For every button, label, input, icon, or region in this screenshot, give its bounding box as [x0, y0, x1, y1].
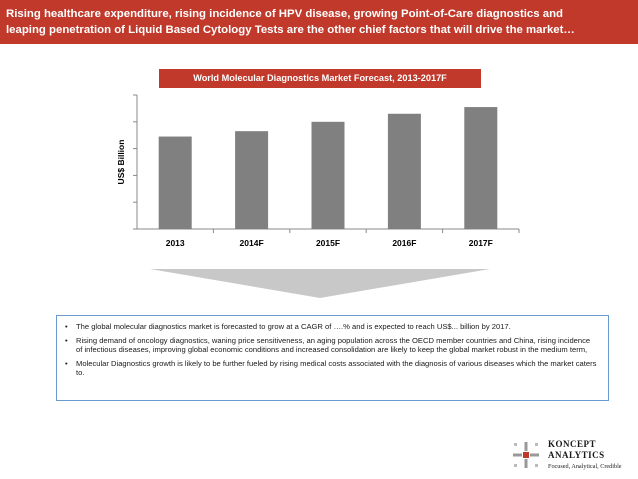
logo-name-line-1: KONCEPT — [548, 439, 597, 449]
bullet-item: • Molecular Diagnostics growth is likely… — [65, 359, 598, 378]
bar-2016F — [387, 113, 421, 229]
x-tick-label: 2015F — [315, 238, 341, 248]
bar-2014F — [235, 131, 269, 229]
logo-name-line-2: ANALYTICS — [548, 450, 605, 460]
bullet-text: The global molecular diagnostics market … — [76, 322, 511, 331]
x-tick-label: 2013 — [165, 238, 185, 248]
bullet-item: • The global molecular diagnostics marke… — [65, 322, 598, 332]
logo-tagline: Focused, Analytical, Credible — [548, 463, 622, 470]
header-line-1: Rising healthcare expenditure, rising in… — [6, 8, 563, 20]
bullet-dot: • — [65, 335, 68, 345]
bullet-dot: • — [65, 322, 68, 331]
header-line-2: leaping penetration of Liquid Based Cyto… — [6, 24, 575, 36]
x-tick-label: 2014F — [239, 238, 264, 248]
summary-box: • The global molecular diagnostics marke… — [56, 315, 609, 401]
down-arrow-shape — [150, 269, 490, 298]
chart-title: World Molecular Diagnostics Market Forec… — [159, 69, 481, 88]
logo-mark-icon — [513, 442, 539, 468]
x-tick-label: 2016F — [392, 238, 417, 248]
x-tick-label: 2017F — [468, 238, 493, 248]
bullet-item: • Rising demand of oncology diagnostics,… — [65, 336, 598, 355]
bullet-text: Rising demand of oncology diagnostics, w… — [76, 335, 591, 355]
y-axis-label: US$ Billion — [116, 139, 126, 185]
company-logo: KONCEPT ANALYTICS Focused, Analytical, C… — [510, 437, 628, 473]
bullet-text: Molecular Diagnostics growth is likely t… — [76, 358, 597, 378]
bar-2017F — [464, 107, 498, 229]
bullet-dot: • — [65, 358, 68, 368]
bar-2015F — [311, 121, 345, 229]
header-banner: Rising healthcare expenditure, rising in… — [0, 0, 638, 44]
bar-2013 — [158, 136, 192, 229]
